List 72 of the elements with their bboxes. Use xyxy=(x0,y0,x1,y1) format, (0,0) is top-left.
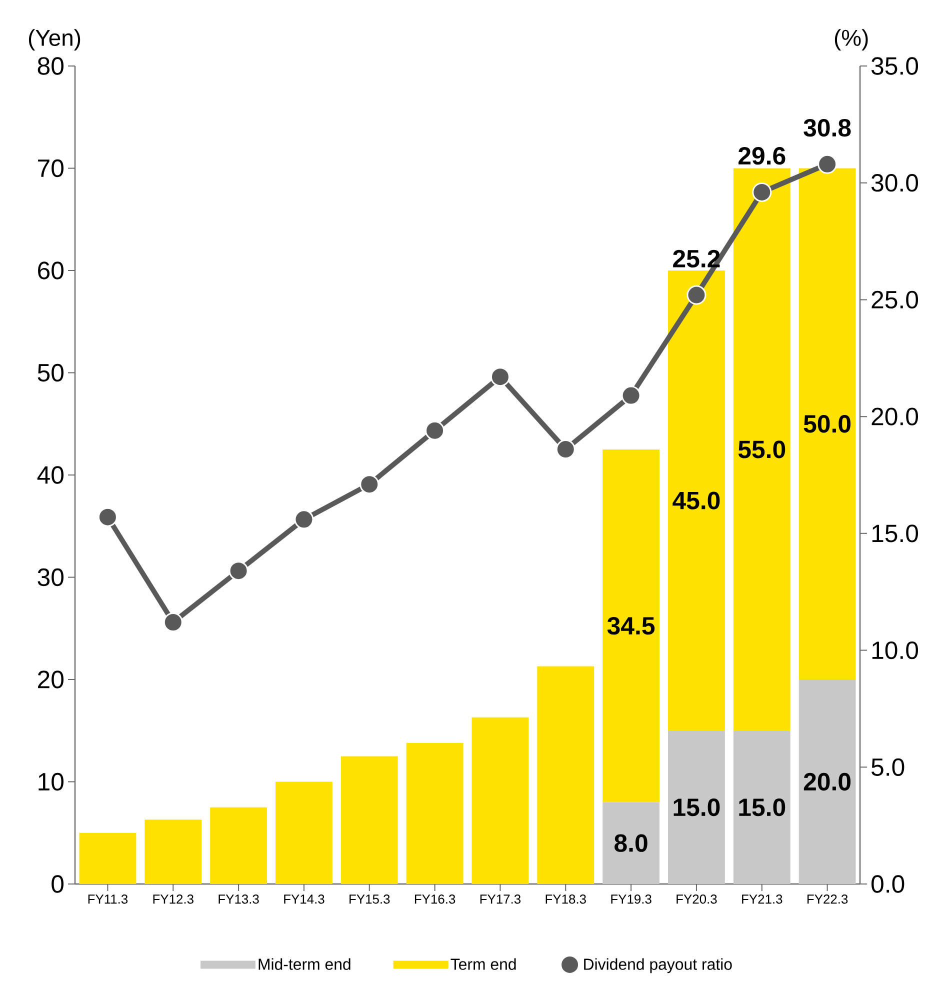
x-tick-label: FY17.3 xyxy=(480,894,521,904)
bar xyxy=(602,802,660,884)
data-label: 45.0 xyxy=(672,492,720,510)
bar xyxy=(537,666,594,884)
y-tick-label: 20 xyxy=(38,670,64,688)
y2-tick-label: 30.0 xyxy=(871,174,918,192)
point xyxy=(490,367,510,387)
bar xyxy=(144,820,202,884)
x-tick-label: FY13.3 xyxy=(218,894,259,904)
y-tick-label: 50 xyxy=(38,364,64,382)
y-axis-title: (Yen) xyxy=(28,29,80,50)
y-tick-label: 30 xyxy=(38,568,64,586)
x-tick-label: FY12.3 xyxy=(153,894,194,904)
data-label: 30.8 xyxy=(804,118,851,137)
point xyxy=(98,507,118,527)
y-tick-label: 80 xyxy=(38,57,64,75)
x-tick-label: FY16.3 xyxy=(414,894,456,904)
x-tick-label: FY19.3 xyxy=(611,894,652,904)
bar xyxy=(798,168,856,680)
point xyxy=(228,561,248,581)
x-tick-label: FY21.3 xyxy=(742,894,782,904)
y2-tick-label: 20.0 xyxy=(872,408,918,426)
y2-tick-label: 25.0 xyxy=(872,290,918,309)
bar xyxy=(472,717,529,884)
point xyxy=(752,182,772,202)
data-label: 20.0 xyxy=(804,772,851,791)
bar xyxy=(276,782,332,884)
point xyxy=(621,386,641,406)
x-tick-label: FY11.3 xyxy=(88,894,128,904)
data-label: 29.6 xyxy=(738,147,786,165)
data-label: 8.0 xyxy=(614,834,648,852)
bar xyxy=(668,730,725,884)
data-label: 50.0 xyxy=(804,415,851,433)
point xyxy=(360,474,380,494)
data-label: 15.0 xyxy=(739,798,786,816)
bar xyxy=(210,807,267,884)
x-tick-label: FY20.3 xyxy=(676,894,717,904)
bar xyxy=(668,270,725,731)
y2-tick-label: 35.0 xyxy=(871,57,918,75)
point xyxy=(686,285,706,305)
bar xyxy=(602,449,660,802)
y2-tick-label: 15.0 xyxy=(872,524,918,542)
bar xyxy=(798,680,856,884)
legend-label: Mid-term end xyxy=(258,958,350,970)
bar xyxy=(733,168,790,731)
legend-label: Term end xyxy=(450,958,516,970)
x-tick-label: FY15.3 xyxy=(350,894,390,904)
y-tick-label: 60 xyxy=(38,262,64,280)
point xyxy=(818,154,838,174)
data-label: 15.0 xyxy=(674,798,720,816)
point xyxy=(294,510,314,530)
bar xyxy=(406,742,464,884)
y2-tick-label: 0.0 xyxy=(871,875,904,893)
bar xyxy=(733,730,790,884)
x-tick-label: FY14.3 xyxy=(284,894,324,904)
y2-tick-label: 10.0 xyxy=(872,641,918,660)
y-tick-label: 10 xyxy=(38,772,64,791)
y-tick-label: 40 xyxy=(37,466,64,484)
y-tick-label: 0 xyxy=(52,875,64,893)
point xyxy=(163,612,183,632)
bar xyxy=(79,832,136,884)
point xyxy=(556,440,576,460)
x-tick-label: FY18.3 xyxy=(546,894,586,904)
data-label: 55.0 xyxy=(738,440,786,458)
legend-label: Dividend payout ratio xyxy=(584,958,732,974)
y-tick-label: 70 xyxy=(38,159,64,178)
y2-axis-title: (%) xyxy=(834,29,868,50)
x-tick-label: FY22.3 xyxy=(807,894,848,904)
point xyxy=(425,420,445,440)
bar xyxy=(340,756,398,884)
data-label: 34.5 xyxy=(607,616,655,635)
y2-tick-label: 5.0 xyxy=(872,758,904,776)
